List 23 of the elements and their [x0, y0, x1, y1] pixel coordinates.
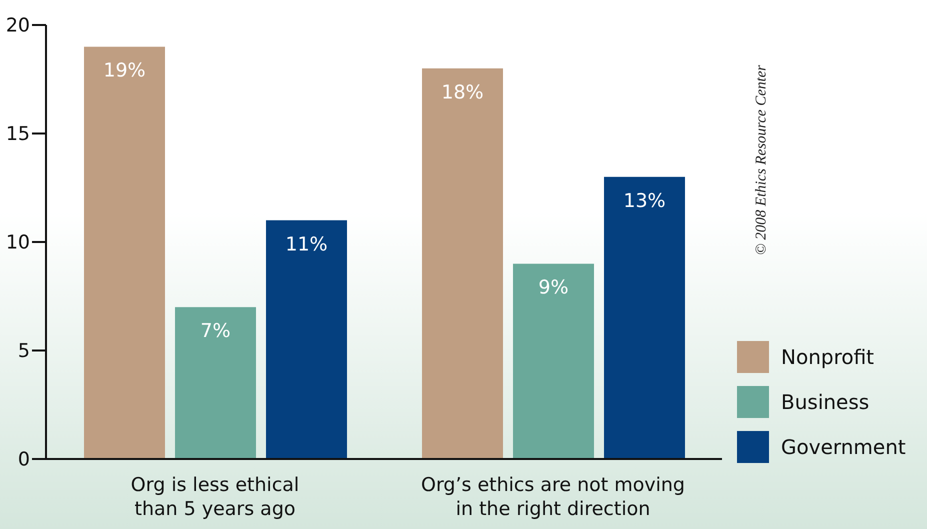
bar — [175, 307, 256, 459]
x-tick-label: Org’s ethics are not moving in the right direction — [421, 474, 685, 520]
y-tick-label: 10 — [6, 232, 30, 254]
x-tick-label: Org is less ethical than 5 years ago — [130, 474, 300, 520]
bar — [513, 264, 594, 459]
y-tick-label: 5 — [18, 340, 30, 362]
legend-label: Government — [781, 434, 906, 458]
bar — [604, 176, 685, 459]
data-label: 11% — [285, 233, 328, 256]
y-tick-label: 20 — [6, 14, 30, 37]
legend-label: Business — [781, 390, 870, 414]
bar — [84, 46, 165, 459]
text: © 2008 Ethics Resource Center — [754, 65, 770, 255]
data-label: 9% — [538, 276, 569, 299]
data-label: 7% — [200, 320, 231, 342]
bar — [266, 220, 347, 459]
y-tick-label: 0 — [18, 448, 30, 471]
data-label: 18% — [441, 81, 484, 104]
bar — [422, 68, 503, 459]
data-label: 19% — [103, 60, 146, 82]
y-tick-label: 15 — [6, 123, 30, 146]
legend-label: Nonprofit — [781, 344, 874, 368]
data-label: 13% — [623, 190, 666, 212]
